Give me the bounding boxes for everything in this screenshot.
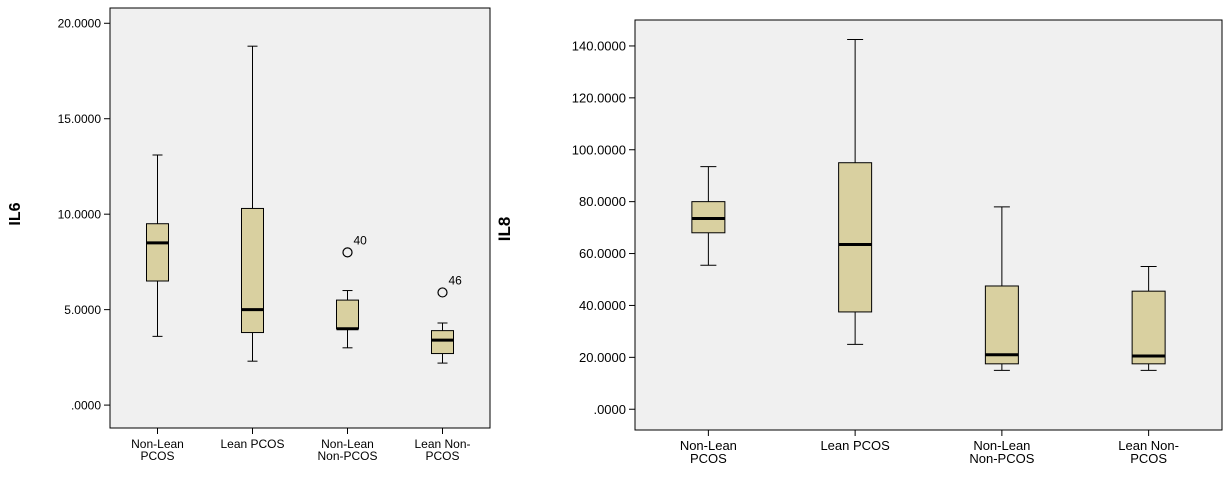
chart-panel-2: .0000 20.0000 40.0000 60.0000 80.0000 100.000… bbox=[495, 19, 1223, 466]
x-category-label: Non-Lean bbox=[680, 438, 737, 453]
outlier-point bbox=[342, 247, 353, 258]
x-category-label: Non-Lean bbox=[973, 438, 1030, 453]
x-category-label: Non-Lean bbox=[321, 437, 374, 451]
box-2 bbox=[838, 38, 873, 345]
box-1 bbox=[146, 154, 169, 337]
box-iqr bbox=[241, 207, 264, 334]
box-iqr bbox=[146, 223, 169, 282]
box-4 bbox=[431, 322, 454, 364]
box-3 bbox=[984, 206, 1019, 371]
y-tick-label: 140.0000 bbox=[572, 38, 626, 53]
plot-area bbox=[109, 7, 491, 429]
x-category-label: Lean PCOS bbox=[820, 438, 890, 453]
y-tick-label: 15.0000 bbox=[58, 112, 102, 126]
box-iqr bbox=[984, 285, 1019, 365]
y-tick-label: 20.0000 bbox=[579, 350, 626, 365]
box-1 bbox=[691, 166, 726, 266]
box-4 bbox=[1131, 266, 1166, 371]
plot-area bbox=[634, 19, 1223, 431]
x-category-label: PCOS bbox=[1130, 451, 1167, 466]
y-axis-label: IL8 bbox=[495, 217, 514, 242]
y-tick-label: 10.0000 bbox=[58, 207, 102, 221]
box-3 bbox=[336, 290, 359, 349]
x-category-label: Lean PCOS bbox=[220, 437, 284, 451]
box-iqr bbox=[336, 299, 359, 330]
y-tick-label: 60.0000 bbox=[579, 246, 626, 261]
y-tick-label: 5.0000 bbox=[64, 303, 101, 317]
box-iqr bbox=[1131, 290, 1166, 365]
x-category-label: Lean Non- bbox=[414, 437, 470, 451]
y-tick-label: .0000 bbox=[593, 402, 626, 417]
outlier-label: 46 bbox=[449, 273, 463, 287]
outlier-label: 40 bbox=[354, 233, 368, 247]
outlier-point bbox=[437, 287, 448, 298]
x-category-label: PCOS bbox=[140, 449, 174, 463]
y-axis-label: IL6 bbox=[7, 202, 24, 225]
box-iqr bbox=[431, 330, 454, 355]
y-tick-label: 100.0000 bbox=[572, 142, 626, 157]
x-category-label: PCOS bbox=[690, 451, 727, 466]
y-tick-label: 80.0000 bbox=[579, 194, 626, 209]
box-iqr bbox=[838, 162, 873, 313]
x-category-label: Non-PCOS bbox=[317, 449, 377, 463]
x-category-label: Non-PCOS bbox=[969, 451, 1034, 466]
chart-panel-1: .0000 5.0000 10.0000 15.0000 20.0000 IL6 Non-L… bbox=[7, 7, 491, 463]
y-tick-label: .0000 bbox=[71, 398, 101, 412]
x-category-label: Lean Non- bbox=[1118, 438, 1179, 453]
y-tick-label: 20.0000 bbox=[58, 16, 102, 30]
x-category-label: PCOS bbox=[425, 449, 459, 463]
x-category-label: Non-Lean bbox=[131, 437, 184, 451]
y-tick-label: 120.0000 bbox=[572, 90, 626, 105]
y-tick-label: 40.0000 bbox=[579, 298, 626, 313]
box-2 bbox=[241, 45, 264, 362]
